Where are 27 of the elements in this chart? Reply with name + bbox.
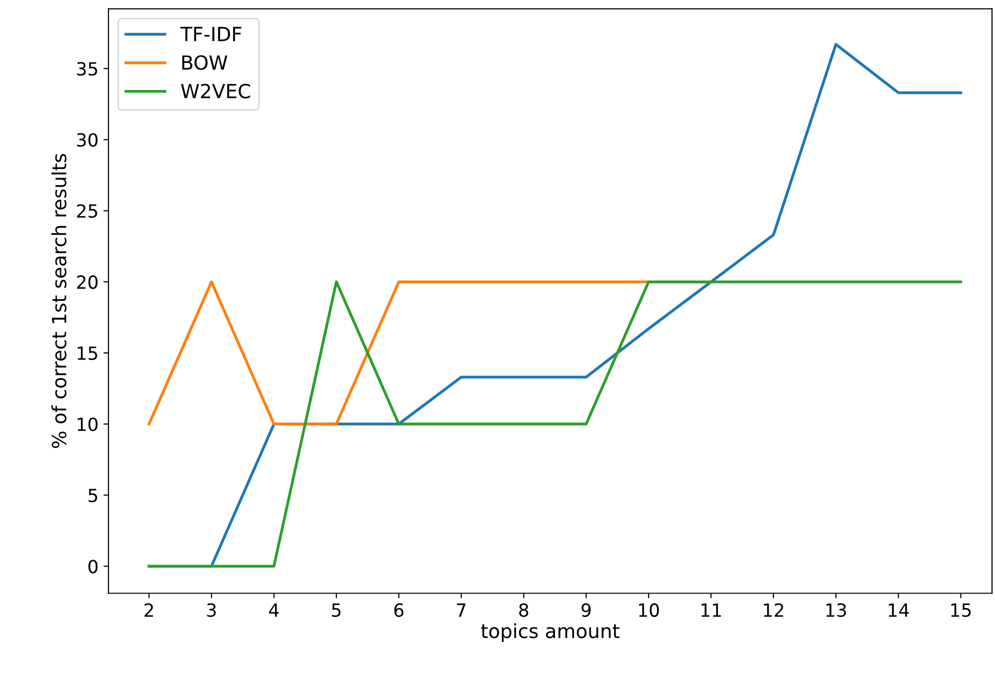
x-tick-label: 11 (702, 604, 721, 617)
legend-label: TF-IDF (180, 26, 242, 42)
x-tick-label: 13 (826, 603, 846, 617)
x-tick-label: 2 (144, 603, 153, 617)
x-tick-label: 7 (456, 604, 466, 617)
y-tick-label: 10 (78, 417, 98, 432)
y-tick-label: 35 (77, 62, 98, 76)
x-tick-label: 9 (582, 603, 591, 617)
x-tick-label: 8 (519, 603, 528, 617)
x-tick-label: 5 (332, 604, 341, 617)
y-tick-label: 0 (88, 560, 98, 574)
x-tick-label: 4 (269, 604, 279, 617)
legend-label: BOW (182, 55, 228, 70)
legend-label: W2VEC (181, 84, 250, 98)
y-tick-label: 15 (78, 346, 98, 360)
y-axis-title: % of correct 1st search results (51, 154, 66, 448)
x-axis-title: topics amount (481, 623, 620, 642)
x-tick-label: 12 (764, 603, 784, 617)
y-tick-label: 20 (77, 275, 98, 289)
x-tick-label: 10 (639, 603, 659, 617)
x-tick-label: 14 (888, 604, 909, 617)
y-tick-label: 5 (88, 488, 98, 502)
x-tick-label: 15 (951, 604, 971, 617)
y-tick-label: 30 (77, 133, 98, 147)
x-tick-label: 6 (394, 603, 404, 617)
x-tick-label: 3 (207, 603, 216, 617)
y-tick-label: 25 (77, 204, 98, 218)
